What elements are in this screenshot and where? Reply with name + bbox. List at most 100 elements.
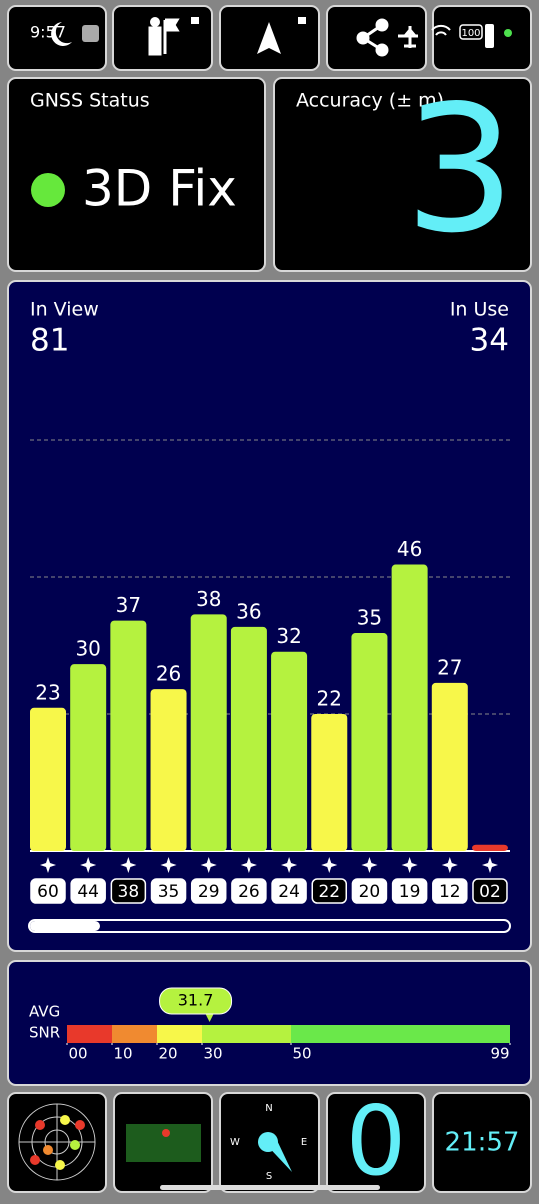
satellite-id: 38: [118, 882, 140, 902]
snr-segment: [112, 1025, 157, 1043]
satellite-star: [200, 857, 217, 873]
people-tile[interactable]: [112, 5, 213, 71]
avg-label: AVG: [29, 1003, 60, 1021]
snr-label: SNR: [29, 1024, 60, 1042]
compass-n: N: [265, 1103, 272, 1114]
satellite-count-tile[interactable]: [326, 1092, 426, 1193]
satellite-id: 22: [318, 882, 340, 902]
lock-icon: [298, 17, 306, 24]
signal-bar: [70, 664, 107, 851]
bar-label: 32: [276, 624, 301, 648]
signal-bar: [391, 564, 428, 851]
satellite-id: 44: [77, 882, 99, 902]
compass-w: W: [230, 1137, 240, 1148]
signal-bar: [230, 626, 267, 851]
satellite-id-box: [271, 878, 307, 904]
bar-label: 38: [196, 587, 221, 611]
satellite-id: 35: [158, 882, 180, 902]
lock-icon: [191, 17, 199, 24]
bar-label: 22: [317, 687, 342, 711]
satellite-star: [120, 857, 137, 873]
signal-bar: [351, 633, 388, 851]
satellite-id-box: [351, 878, 388, 904]
gnss-status-tile[interactable]: [7, 77, 266, 272]
bar-label: 30: [75, 637, 100, 661]
accuracy-title: Accuracy (± m): [296, 90, 444, 112]
snr-tick-label: 30: [203, 1045, 222, 1063]
clock: 21:57: [445, 1128, 520, 1158]
remote-icon: [485, 24, 494, 48]
signal-bar: [150, 689, 187, 851]
battery-icon: [459, 24, 483, 40]
signal-bar: [431, 682, 468, 851]
satellite-id: 60: [37, 882, 59, 902]
signal-bar: [190, 614, 227, 851]
snr-tick-label: 50: [292, 1045, 311, 1063]
bar-label: 37: [116, 593, 141, 617]
snr-panel[interactable]: [7, 960, 532, 1086]
in-use-label: In Use: [450, 299, 509, 321]
bar-label: 26: [156, 662, 181, 686]
signal-bar: [271, 651, 308, 851]
status-dot: [504, 29, 512, 37]
signal-bar: [110, 620, 147, 851]
gnss-status-title: GNSS Status: [30, 90, 150, 112]
bar-label: 27: [437, 655, 462, 679]
satellite-id: 24: [278, 882, 300, 902]
snr-segment: [291, 1025, 510, 1043]
scrollbar-thumb[interactable]: [30, 921, 100, 931]
satellite-id-box: [150, 878, 187, 904]
satellite-id-box: [110, 878, 147, 904]
in-view-value: 81: [30, 323, 69, 359]
satellite-star: [240, 857, 257, 873]
compass-e: E: [301, 1137, 307, 1148]
avg-bubble: [159, 987, 233, 1015]
share-icon: [356, 18, 389, 57]
satellite-star: [281, 857, 298, 873]
bar-label: 23: [35, 680, 60, 704]
satellite-id-box: [391, 878, 428, 904]
clock-tile[interactable]: [432, 1092, 532, 1193]
satellite-id: 20: [359, 882, 381, 902]
wrench-icon: [82, 25, 99, 42]
gnss-status-value: 3D Fix: [82, 160, 237, 218]
navigation-arrow: [257, 22, 281, 54]
satellite-id: 02: [479, 882, 501, 902]
satellite-id: 29: [198, 882, 220, 902]
scrollbar-track[interactable]: [28, 919, 511, 933]
signal-bar: [471, 844, 508, 851]
in-use-value: 34: [470, 323, 509, 359]
accuracy-tile[interactable]: [273, 77, 532, 272]
bar-label: 46: [397, 537, 422, 561]
battery-level: 100: [461, 28, 480, 39]
in-view-label: In View: [30, 299, 99, 321]
satellite-id: 26: [238, 882, 260, 902]
head-icon: [150, 17, 160, 27]
moon-icon: [51, 22, 72, 46]
signal-bar: [311, 714, 348, 851]
satellite-star: [40, 857, 56, 873]
airplane-icon: [398, 26, 418, 48]
flag-icon: [148, 18, 180, 56]
satellite-id: 19: [399, 882, 421, 902]
satellite-id-box: [432, 878, 468, 904]
satellite-star: [361, 857, 378, 873]
compass-center: [258, 1132, 278, 1152]
home-indicator[interactable]: [160, 1185, 380, 1190]
skyplot-dots: [30, 1115, 85, 1170]
accuracy-value: 3: [404, 69, 515, 272]
snr-tick-label: 99: [490, 1045, 509, 1063]
avg-value: 31.7: [178, 991, 214, 1010]
bar-label: 35: [357, 606, 382, 630]
satellite-id-box: [30, 878, 66, 904]
snr-segment: [157, 1025, 202, 1043]
world-map: [126, 1124, 201, 1162]
satellite-id-box: [190, 878, 227, 904]
compass-s: S: [266, 1171, 272, 1182]
satellite-star: [401, 857, 418, 873]
satellite-id-box: [231, 878, 267, 904]
share-tile[interactable]: [326, 5, 427, 71]
map-location: [162, 1129, 170, 1137]
bar-label: 36: [236, 599, 261, 623]
